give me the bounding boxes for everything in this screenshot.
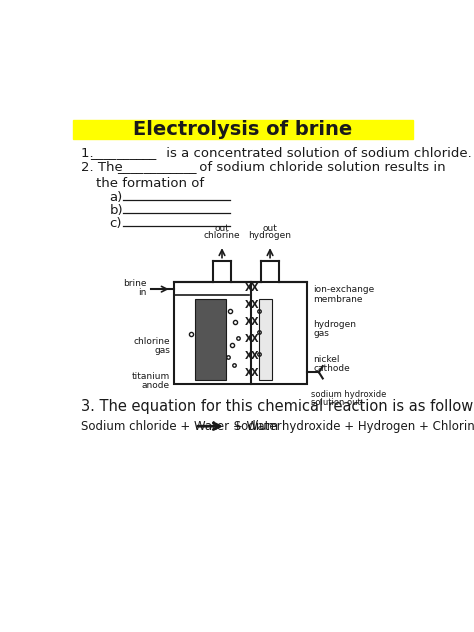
- Text: ____________: ____________: [118, 161, 197, 174]
- Text: cathode: cathode: [313, 364, 350, 373]
- Text: of sodium chloride solution results in: of sodium chloride solution results in: [195, 161, 446, 174]
- Text: out: out: [263, 224, 277, 233]
- Text: X: X: [245, 283, 252, 293]
- Text: X: X: [251, 283, 258, 293]
- Text: X: X: [251, 368, 258, 378]
- Text: chlorine: chlorine: [134, 337, 170, 346]
- Text: X: X: [245, 334, 252, 344]
- Text: 1.: 1.: [81, 147, 98, 160]
- Bar: [259, 299, 273, 380]
- Text: __________: __________: [90, 147, 156, 160]
- Text: Sodium hydroxide + Hydrogen + Chlorine: Sodium hydroxide + Hydrogen + Chlorine: [230, 420, 474, 433]
- Text: X: X: [251, 300, 258, 310]
- Text: hydrogen: hydrogen: [313, 320, 356, 329]
- Text: gas: gas: [313, 329, 329, 338]
- Text: Electrolysis of brine: Electrolysis of brine: [133, 120, 353, 139]
- Text: ion-exchange: ion-exchange: [313, 286, 375, 295]
- Text: c): c): [109, 217, 122, 230]
- Text: b): b): [109, 204, 123, 217]
- Text: 3. The equation for this chemical reaction is as follows.: 3. The equation for this chemical reacti…: [81, 399, 474, 415]
- Text: membrane: membrane: [313, 295, 363, 303]
- Text: chlorine: chlorine: [204, 231, 240, 241]
- Bar: [195, 299, 226, 380]
- Bar: [174, 283, 307, 384]
- Text: X: X: [245, 317, 252, 327]
- Text: nickel: nickel: [313, 355, 340, 363]
- Text: Sodium chloride + Water + Water: Sodium chloride + Water + Water: [81, 420, 282, 433]
- Text: out: out: [215, 224, 229, 233]
- Text: X: X: [251, 334, 258, 344]
- Text: X: X: [251, 317, 258, 327]
- Text: is a concentrated solution of sodium chloride.: is a concentrated solution of sodium chl…: [162, 147, 471, 160]
- Text: brine: brine: [123, 279, 147, 288]
- Text: solution out: solution out: [311, 398, 361, 407]
- Text: X: X: [251, 351, 258, 361]
- Text: anode: anode: [142, 381, 170, 390]
- Text: X: X: [245, 351, 252, 361]
- Text: gas: gas: [154, 346, 170, 355]
- Text: X: X: [245, 300, 252, 310]
- Text: in: in: [138, 288, 147, 298]
- Text: sodium hydroxide: sodium hydroxide: [311, 390, 386, 399]
- Text: X: X: [245, 368, 252, 378]
- Text: a): a): [109, 191, 123, 204]
- Text: titanium: titanium: [132, 372, 170, 380]
- Text: the formation of: the formation of: [96, 177, 205, 190]
- Bar: [73, 119, 413, 139]
- Text: hydrogen: hydrogen: [248, 231, 292, 241]
- Text: 2. The: 2. The: [81, 161, 127, 174]
